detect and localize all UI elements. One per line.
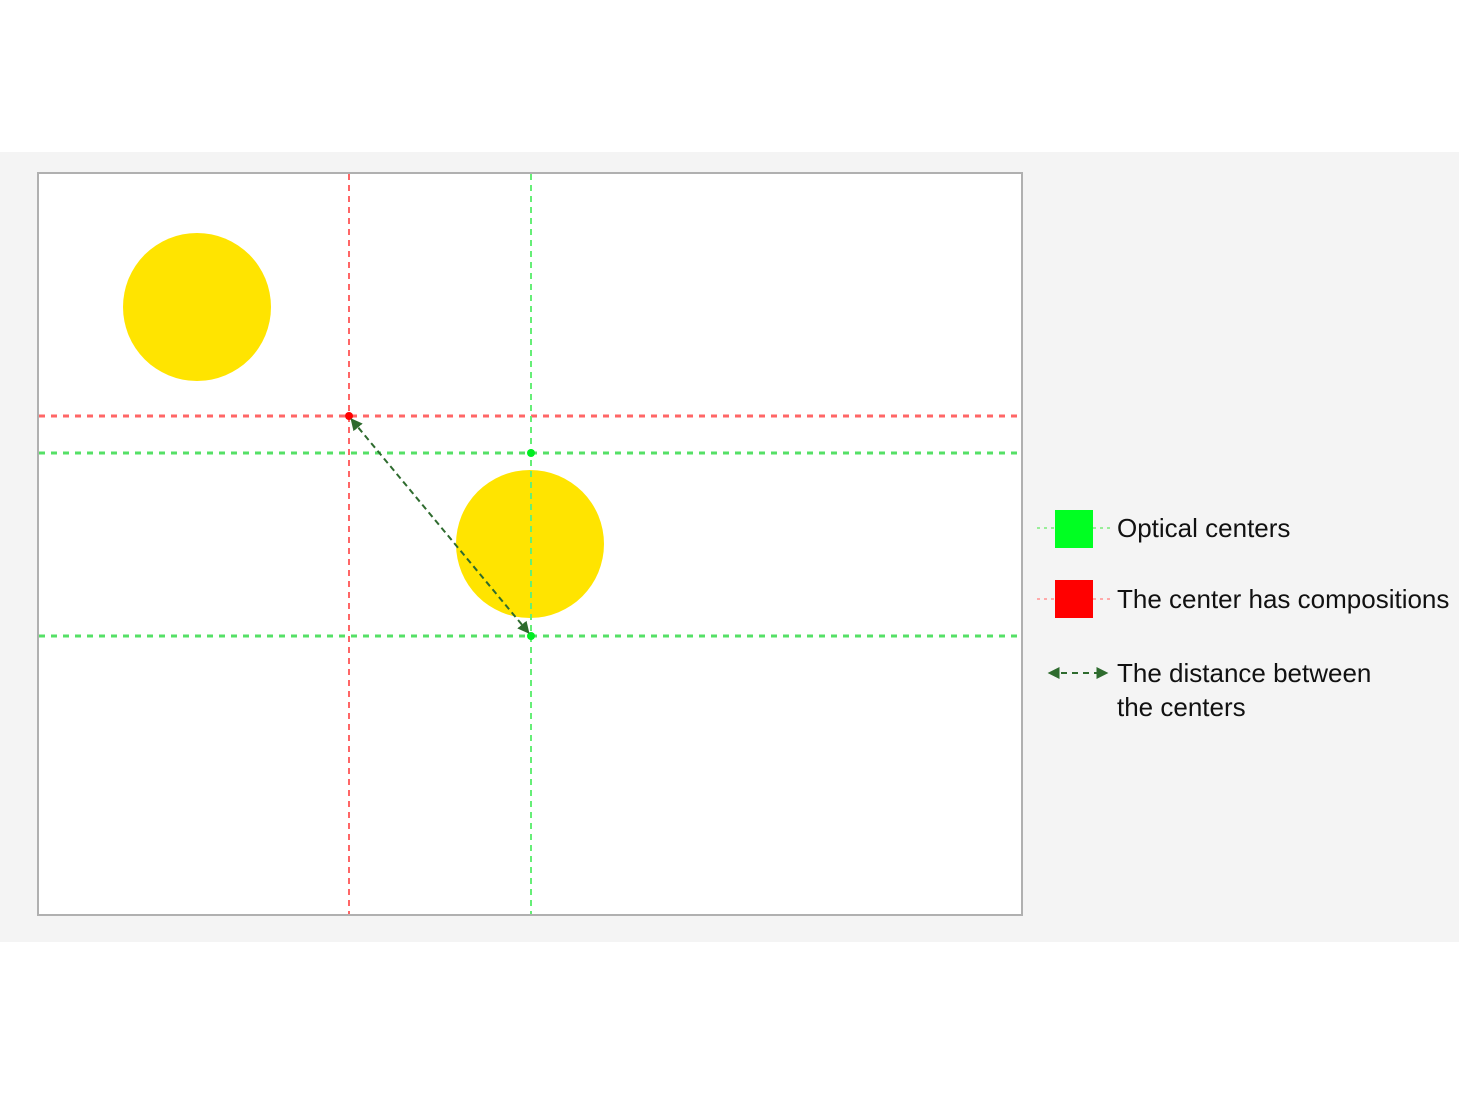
optical-center-point-upper [527,449,535,457]
green-square-icon [1037,510,1113,548]
composition-center-point [345,412,353,420]
optical-center-point-lower [527,632,535,640]
red-square-icon [1037,580,1113,618]
legend-distance-label: The distance between the centers [1117,658,1372,722]
circle-top-left [123,233,271,381]
legend-optical-centers-label: Optical centers [1117,513,1291,543]
legend-composition-center-label: The center has compositions [1117,584,1450,614]
distance-arrow [350,418,530,634]
